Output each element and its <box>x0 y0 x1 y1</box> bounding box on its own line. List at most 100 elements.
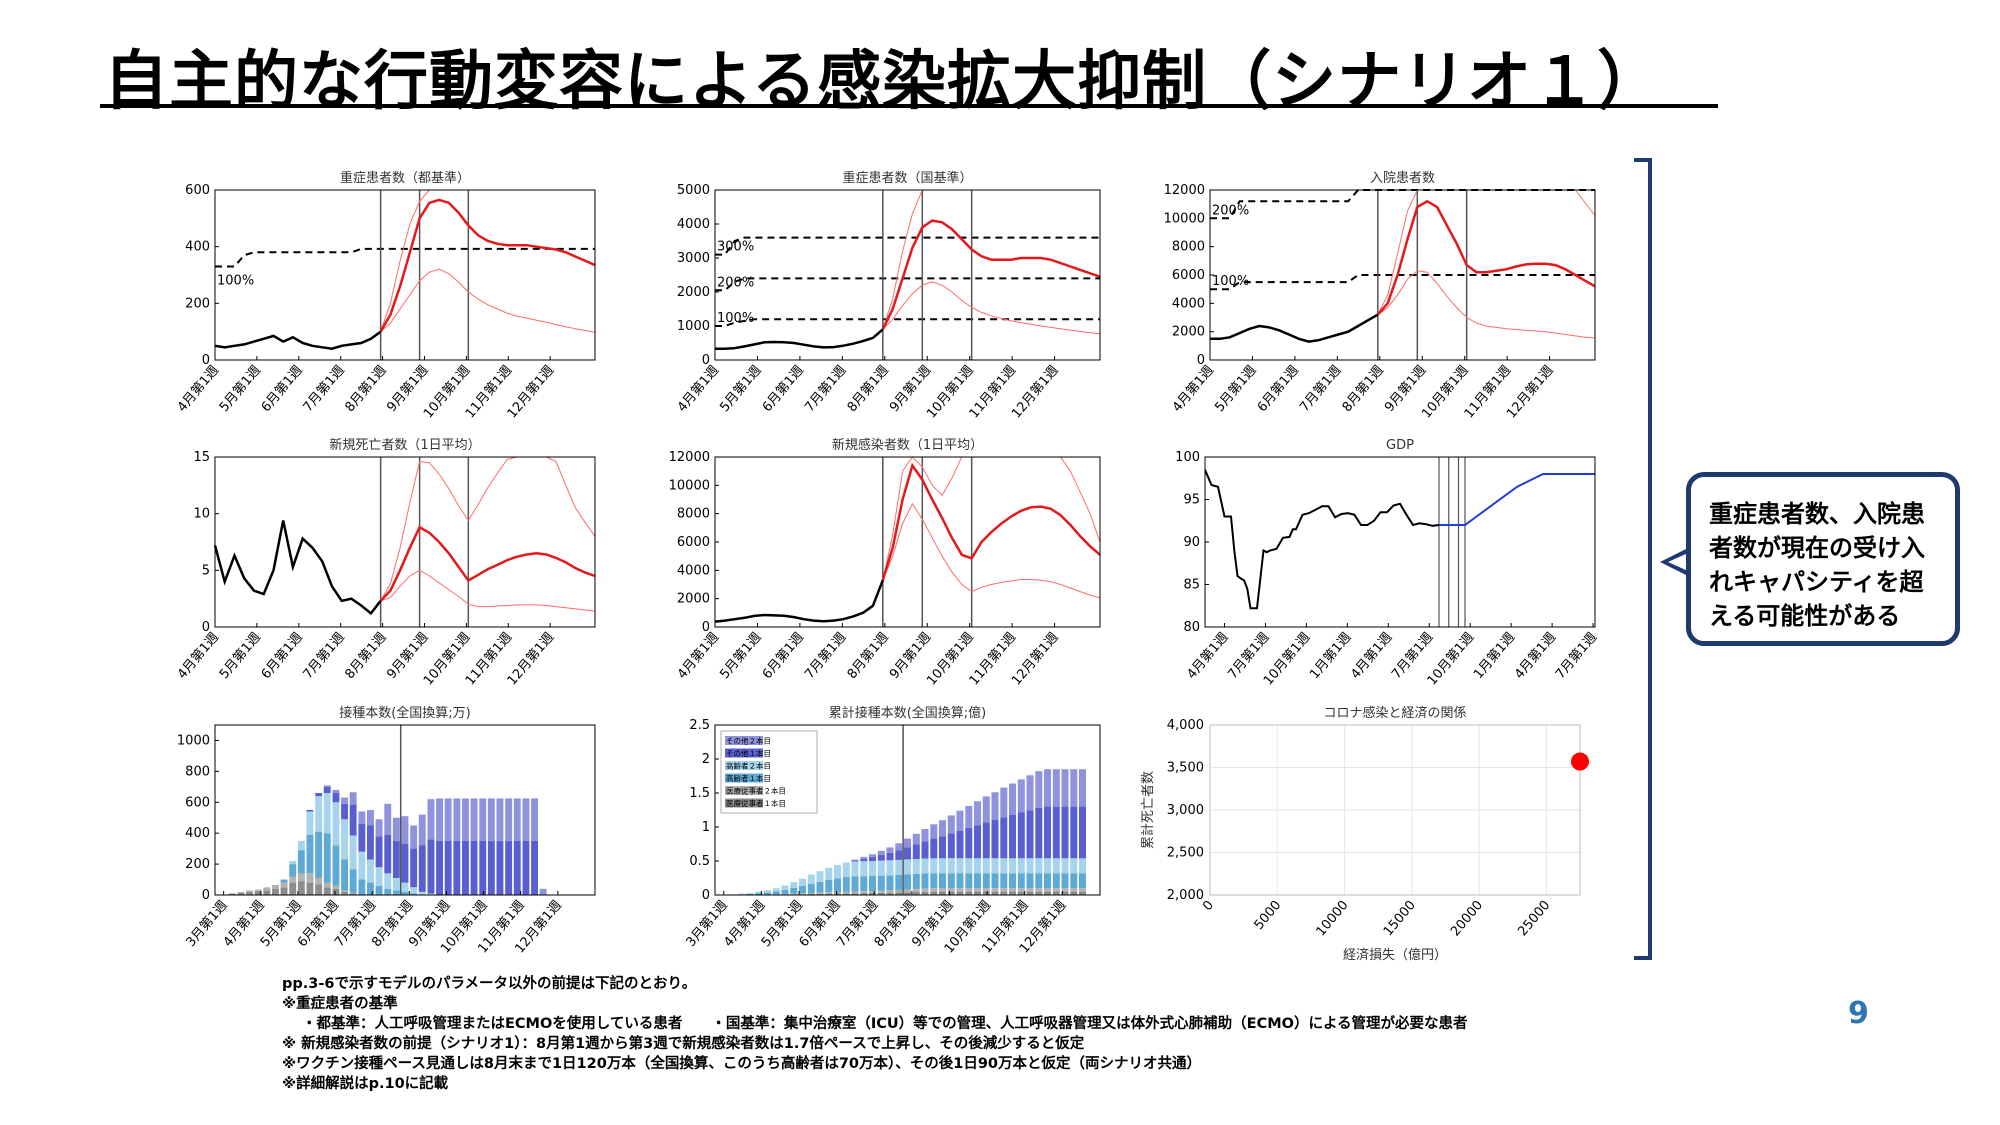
vaccine-bar-segment <box>341 819 348 860</box>
lower-bound-line <box>882 502 1101 599</box>
cumulative-bar-segment <box>877 875 885 891</box>
y-tick-label: 95 <box>1183 493 1200 508</box>
y-tick-label: 5 <box>202 563 210 578</box>
cumulative-bar-segment <box>1079 891 1086 895</box>
cumulative-bar-segment <box>1000 858 1008 874</box>
cumulative-bar-segment <box>781 894 789 895</box>
y-axis-label: 累計死亡者数 <box>1140 771 1156 849</box>
x-tick-label: 6月第1週 <box>1255 363 1302 415</box>
cumulative-bar-segment <box>912 873 920 889</box>
central-forecast-line <box>1376 199 1596 316</box>
chart-hospitalized: 入院患者数 0 2000 4000 6000 8000 10000 12000 100% 200%… <box>1150 162 1610 432</box>
cumulative-bar-segment <box>886 860 894 876</box>
capacity-line <box>715 236 1100 256</box>
cumulative-bar-segment <box>869 893 876 895</box>
cumulative-bar-segment <box>991 873 999 889</box>
capacity-label: 100% <box>1212 274 1249 289</box>
cumulative-bar-segment <box>1035 807 1043 859</box>
vaccine-bar-segment <box>392 878 400 891</box>
central-forecast-line <box>379 198 596 333</box>
cumulative-bar-segment <box>1044 873 1051 889</box>
vaccine-bar-segment <box>436 798 443 841</box>
cumulative-bar-segment <box>781 889 789 895</box>
cumulative-bar-segment <box>869 861 876 876</box>
page-number: 9 <box>1848 996 1869 1031</box>
y-tick-label: 4000 <box>1172 296 1205 311</box>
cumulative-bar-segment <box>1017 779 1025 813</box>
x-tick-label: 4月第1週 <box>1184 630 1231 682</box>
gdp-actual-line <box>1204 469 1440 610</box>
y-tick-label: 3000 <box>677 251 710 266</box>
vaccine-bar-segment <box>496 798 504 841</box>
vaccine-bar-segment <box>479 840 487 895</box>
vaccine-bar-segment <box>297 840 305 851</box>
y-tick-label: 2000 <box>677 592 710 607</box>
y-tick-label: 0 <box>202 353 210 368</box>
upper-bound-line <box>882 456 1101 581</box>
vaccine-bar-segment <box>384 888 392 895</box>
central-forecast-line <box>881 219 1101 330</box>
vaccine-bar-segment <box>341 859 348 891</box>
vaccine-bar-segment <box>427 893 435 895</box>
plot-frame <box>714 456 1101 628</box>
vaccine-bar-segment <box>263 890 271 895</box>
cumulative-bar-segment <box>947 815 955 834</box>
vaccine-bar-segment <box>418 891 426 895</box>
vaccine-bar-segment <box>522 840 530 895</box>
cumulative-bar-segment <box>877 850 885 855</box>
cumulative-bar-segment <box>921 888 929 892</box>
chart-title: コロナ感染と経済の関係 <box>1323 705 1466 721</box>
gdp-forecast-line <box>1439 473 1595 526</box>
vaccine-bar-segment <box>358 879 366 895</box>
x-tick-label: 4月第1週 <box>675 363 722 415</box>
cumulative-bar-segment <box>825 867 833 880</box>
y-tick-label: 6000 <box>1172 268 1205 283</box>
cumulative-bar-segment <box>1079 858 1086 874</box>
y-tick-label: 2,000 <box>1167 888 1204 903</box>
cumulative-bar-segment <box>1044 891 1051 895</box>
callout-text: 重症患者数、入院患者数が現在の受け入れキャパシティを超える可能性がある <box>1709 500 1925 630</box>
cumulative-bar-segment <box>991 888 999 892</box>
cumulative-bar-segment <box>939 858 946 874</box>
cumulative-bar-segment <box>921 829 929 842</box>
cumulative-bar-segment <box>1044 769 1051 807</box>
vaccine-bar-segment <box>349 835 357 870</box>
vaccine-bar-segment <box>444 840 452 895</box>
chart-title: GDP <box>1386 438 1414 453</box>
cumulative-bar-segment <box>895 874 903 890</box>
cumulative-bar-segment <box>956 891 964 895</box>
vaccine-bar-segment <box>341 890 348 892</box>
cumulative-bar-segment <box>790 893 798 895</box>
y-tick-label: 80 <box>1183 620 1200 635</box>
cumulative-bar-segment <box>1017 891 1025 895</box>
vaccine-bar-segment <box>263 887 271 891</box>
cumulative-bar-segment <box>982 822 990 859</box>
y-tick-label: 5000 <box>677 183 710 198</box>
cumulative-bar-segment <box>895 889 903 893</box>
lower-bound-line <box>380 569 596 612</box>
cumulative-bar-segment <box>956 810 964 831</box>
capacity-line <box>715 277 1100 292</box>
cumulative-bar-segment <box>1000 888 1008 892</box>
cumulative-bar-segment <box>947 833 955 859</box>
y-tick-label: 10 <box>193 507 210 522</box>
y-tick-label: 90 <box>1183 535 1200 550</box>
x-axis-label: 経済損失（億円） <box>1343 947 1447 963</box>
vaccine-bar-segment <box>323 785 331 787</box>
x-tick-label: 1月第1週 <box>1307 630 1354 682</box>
cumulative-bar-segment <box>1009 891 1016 895</box>
cumulative-bar-segment <box>991 792 999 820</box>
vaccine-bar-segment <box>237 892 245 895</box>
capacity-label: 100% <box>217 274 254 289</box>
cumulative-bar-segment <box>991 891 999 895</box>
y-tick-label: 2000 <box>1172 325 1205 340</box>
upper-bound-line <box>380 456 596 602</box>
y-tick-label: 800 <box>185 764 210 779</box>
cumulative-bar-segment <box>947 891 955 895</box>
cumulative-bar-segment <box>764 890 771 893</box>
cumulative-bar-segment <box>939 891 946 895</box>
vaccine-bar-segment <box>323 887 331 895</box>
x-tick-label: 7月第1週 <box>301 630 348 682</box>
vaccine-bar-segment <box>513 798 521 841</box>
vaccine-bar-segment <box>246 891 253 895</box>
